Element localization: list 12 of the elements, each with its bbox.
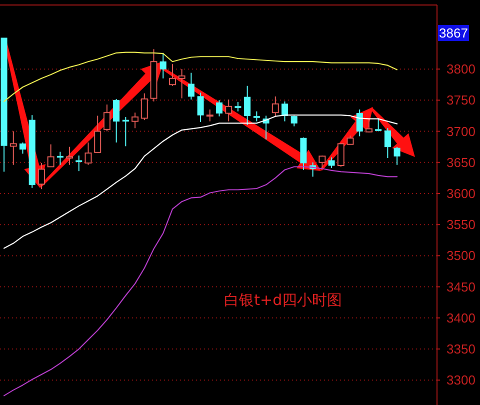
y-tick-label: 3400	[446, 310, 476, 326]
y-tick-label: 3750	[446, 92, 476, 108]
text: 白银t+d四小时图	[224, 291, 342, 309]
y-tick-label: 3650	[446, 154, 476, 170]
y-tick-label: 3600	[446, 186, 476, 201]
y-tick-label: 3800	[446, 62, 476, 77]
y-tick-label: 3300	[446, 372, 476, 388]
y-tick-label: 3350	[446, 342, 476, 357]
y-tick-label: 3500	[446, 248, 476, 264]
y-tick-label: 3550	[446, 217, 476, 232]
y-tick-label: 3700	[446, 124, 476, 139]
y-tick-label: 3450	[446, 279, 476, 294]
